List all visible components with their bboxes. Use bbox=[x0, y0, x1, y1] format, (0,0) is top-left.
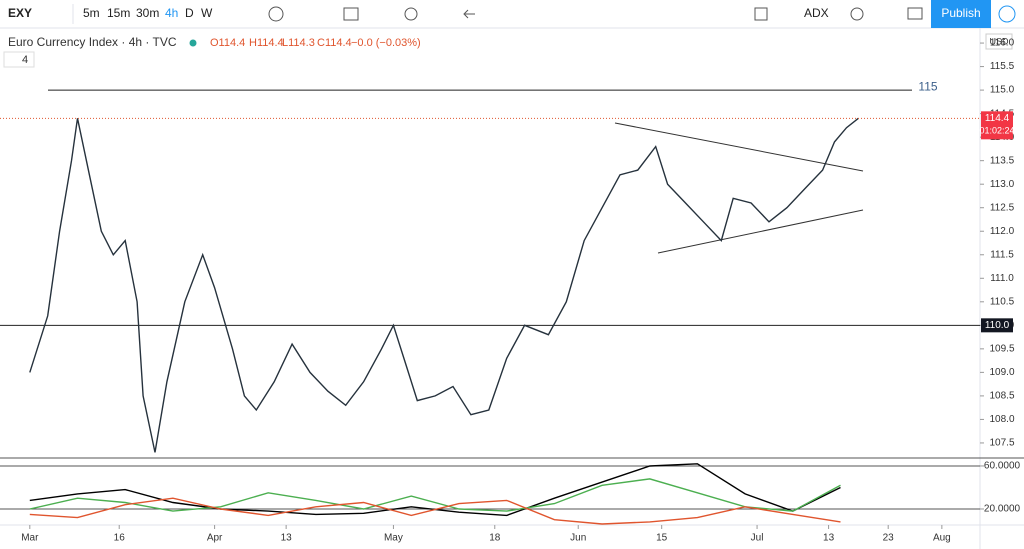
y-tick-label: 113.0 bbox=[990, 179, 1015, 190]
y-tick-label: 111.5 bbox=[990, 249, 1014, 260]
x-tick-label: Apr bbox=[207, 533, 223, 544]
toolbar bbox=[0, 0, 1024, 28]
symbol[interactable]: EXY bbox=[8, 6, 32, 20]
market-status bbox=[189, 39, 197, 47]
interval[interactable]: 30m bbox=[136, 6, 159, 20]
y-tick-label: 110.5 bbox=[990, 296, 1015, 307]
series-line bbox=[29, 497, 841, 525]
level-label: 115 bbox=[918, 79, 937, 93]
legend-title: Euro Currency Index · 4h · TVC bbox=[8, 35, 177, 49]
y-tick-label: 60.0000 bbox=[984, 461, 1021, 472]
alert-icon[interactable] bbox=[404, 7, 418, 21]
play-icon[interactable] bbox=[998, 5, 1016, 23]
toolbar-icons bbox=[268, 6, 923, 22]
y-tick-label: 107.5 bbox=[989, 438, 1014, 449]
x-tick-label: Jul bbox=[751, 533, 764, 544]
x-tick-label: 13 bbox=[823, 533, 835, 544]
x-tick-label: 23 bbox=[883, 533, 895, 544]
y-tick-label: 109.5 bbox=[989, 343, 1014, 354]
interval[interactable]: W bbox=[201, 6, 213, 20]
x-tick-label: 16 bbox=[114, 533, 126, 544]
y-tick-label: 116.0 bbox=[990, 38, 1015, 49]
legend-close: C114.4 bbox=[317, 37, 352, 49]
snapshot-icon[interactable] bbox=[907, 7, 923, 20]
y-tick-label: 112.0 bbox=[990, 226, 1015, 237]
y-tick-label: 108.0 bbox=[989, 414, 1014, 425]
x-tick-label: 13 bbox=[281, 533, 293, 544]
series-line bbox=[29, 478, 841, 512]
currency: USD bbox=[989, 36, 1009, 46]
y-tick-label: 108.5 bbox=[989, 391, 1014, 402]
indicator-button[interactable]: ADX bbox=[804, 6, 829, 20]
add-icon[interactable] bbox=[268, 6, 284, 22]
settings-icon[interactable] bbox=[850, 7, 864, 21]
interval[interactable]: 15m bbox=[107, 6, 130, 20]
y-tick-label: 115.5 bbox=[990, 61, 1015, 72]
y-tick-label: 112.5 bbox=[990, 202, 1015, 213]
x-tick-label: May bbox=[384, 533, 403, 544]
x-tick-label: Jun bbox=[570, 533, 586, 544]
y-tick-label: 20.0000 bbox=[984, 504, 1021, 515]
last-price-label: 114.4 bbox=[985, 113, 1010, 124]
publish-button[interactable] bbox=[931, 0, 991, 28]
interval[interactable]: 5m bbox=[83, 6, 100, 20]
y-tick-label: 115.0 bbox=[990, 85, 1015, 96]
compare-icon[interactable] bbox=[754, 7, 768, 21]
interval[interactable]: 4h bbox=[165, 6, 178, 20]
x-tick-label: 15 bbox=[656, 533, 668, 544]
currency-box bbox=[985, 33, 1013, 50]
x-tick-label: 18 bbox=[489, 533, 501, 544]
x-tick-label: Aug bbox=[933, 533, 951, 544]
y-tick-label: 111.0 bbox=[990, 273, 1014, 284]
y-tick-label: 113.5 bbox=[990, 155, 1015, 166]
level-box bbox=[981, 318, 1013, 333]
last-price-box bbox=[981, 111, 1013, 140]
y-tick-label: 109.0 bbox=[989, 367, 1014, 378]
chart-icon[interactable] bbox=[343, 7, 359, 21]
indicator-count[interactable]: 4 bbox=[22, 54, 28, 66]
legend-open: O114.4 bbox=[210, 37, 245, 49]
level-label: 110.0 bbox=[985, 320, 1010, 331]
indicator-toggle[interactable] bbox=[3, 51, 35, 68]
undo-icon[interactable] bbox=[463, 9, 475, 19]
x-tick-label: Mar bbox=[21, 533, 39, 544]
legend-low: L114.3 bbox=[282, 37, 315, 49]
interval[interactable]: D bbox=[185, 6, 194, 20]
trend-line bbox=[657, 209, 864, 254]
series-line bbox=[29, 117, 859, 453]
trend-line bbox=[614, 122, 864, 172]
legend-high: H114.4 bbox=[249, 37, 284, 49]
publish-label[interactable]: Publish bbox=[941, 6, 980, 20]
legend-change: −0.0 (−0.03%) bbox=[351, 37, 421, 49]
countdown: 01:02:24 bbox=[979, 126, 1014, 136]
